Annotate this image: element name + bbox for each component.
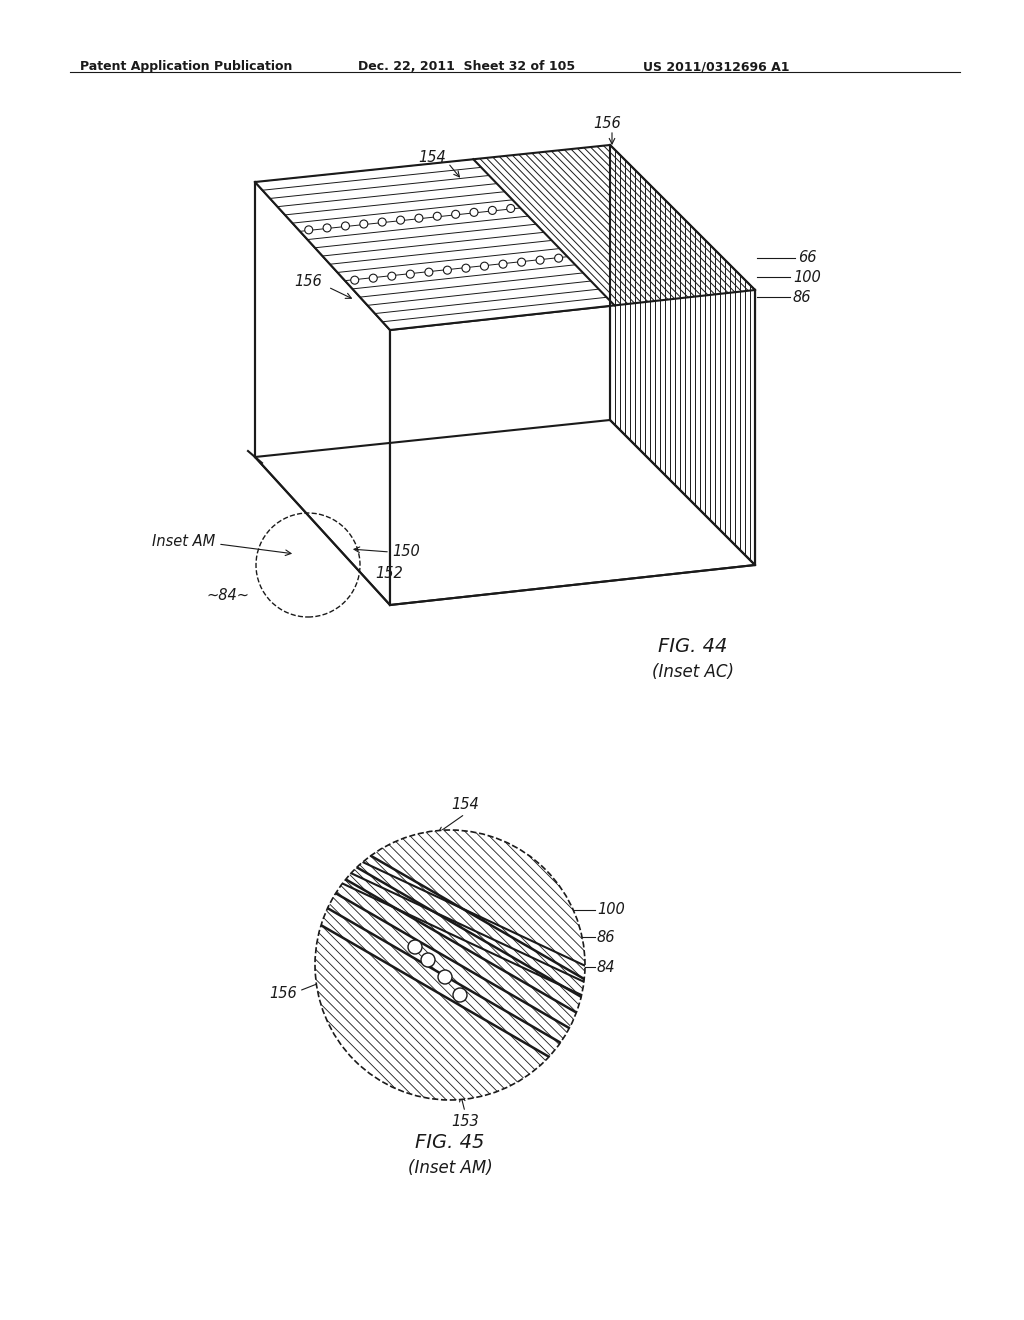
Text: 150: 150 xyxy=(530,1010,558,1024)
Circle shape xyxy=(359,220,368,228)
Text: 86: 86 xyxy=(793,289,811,305)
Text: 66: 66 xyxy=(798,251,816,265)
Circle shape xyxy=(462,264,470,272)
Circle shape xyxy=(507,205,515,213)
Circle shape xyxy=(488,206,497,214)
Circle shape xyxy=(341,222,349,230)
Text: 154: 154 xyxy=(418,149,445,165)
Circle shape xyxy=(421,953,435,968)
Polygon shape xyxy=(473,145,755,305)
Text: FIG. 44: FIG. 44 xyxy=(658,638,728,656)
Circle shape xyxy=(315,830,585,1100)
Circle shape xyxy=(433,213,441,220)
Text: 150: 150 xyxy=(392,544,420,560)
Text: 156: 156 xyxy=(269,986,297,1001)
Circle shape xyxy=(408,940,422,954)
Text: 152: 152 xyxy=(375,565,402,581)
Text: (Inset AC): (Inset AC) xyxy=(652,663,734,681)
Text: Inset AM: Inset AM xyxy=(152,535,215,549)
Text: 152: 152 xyxy=(415,936,442,950)
Circle shape xyxy=(396,216,404,224)
Text: US 2011/0312696 A1: US 2011/0312696 A1 xyxy=(643,59,790,73)
Circle shape xyxy=(438,970,452,983)
Polygon shape xyxy=(390,290,755,605)
Text: 100: 100 xyxy=(793,269,821,285)
Text: 154: 154 xyxy=(452,797,479,812)
Circle shape xyxy=(499,260,507,268)
Circle shape xyxy=(443,267,452,275)
Text: FIG. 45: FIG. 45 xyxy=(416,1133,484,1151)
Text: 86: 86 xyxy=(597,929,615,945)
Circle shape xyxy=(415,214,423,222)
Circle shape xyxy=(555,255,562,263)
Text: Dec. 22, 2011  Sheet 32 of 105: Dec. 22, 2011 Sheet 32 of 105 xyxy=(358,59,575,73)
Circle shape xyxy=(480,263,488,271)
Circle shape xyxy=(517,259,525,267)
Text: 156: 156 xyxy=(593,116,621,131)
Circle shape xyxy=(324,224,331,232)
Circle shape xyxy=(350,276,358,284)
Circle shape xyxy=(425,268,433,276)
Polygon shape xyxy=(255,182,390,605)
Text: Patent Application Publication: Patent Application Publication xyxy=(80,59,293,73)
Circle shape xyxy=(305,226,312,234)
Text: 151: 151 xyxy=(414,1080,442,1096)
Circle shape xyxy=(388,272,396,280)
Circle shape xyxy=(452,210,460,218)
Polygon shape xyxy=(610,145,755,565)
Circle shape xyxy=(407,271,415,279)
Circle shape xyxy=(370,275,377,282)
Circle shape xyxy=(453,987,467,1002)
Text: 153: 153 xyxy=(452,1114,479,1129)
Polygon shape xyxy=(255,160,614,330)
Circle shape xyxy=(378,218,386,226)
Circle shape xyxy=(537,256,544,264)
Circle shape xyxy=(470,209,478,216)
Text: 156: 156 xyxy=(294,275,322,289)
Text: 84: 84 xyxy=(597,960,615,974)
Text: ~84~: ~84~ xyxy=(207,589,250,603)
Text: 100: 100 xyxy=(597,903,625,917)
Text: (Inset AM): (Inset AM) xyxy=(408,1159,493,1177)
